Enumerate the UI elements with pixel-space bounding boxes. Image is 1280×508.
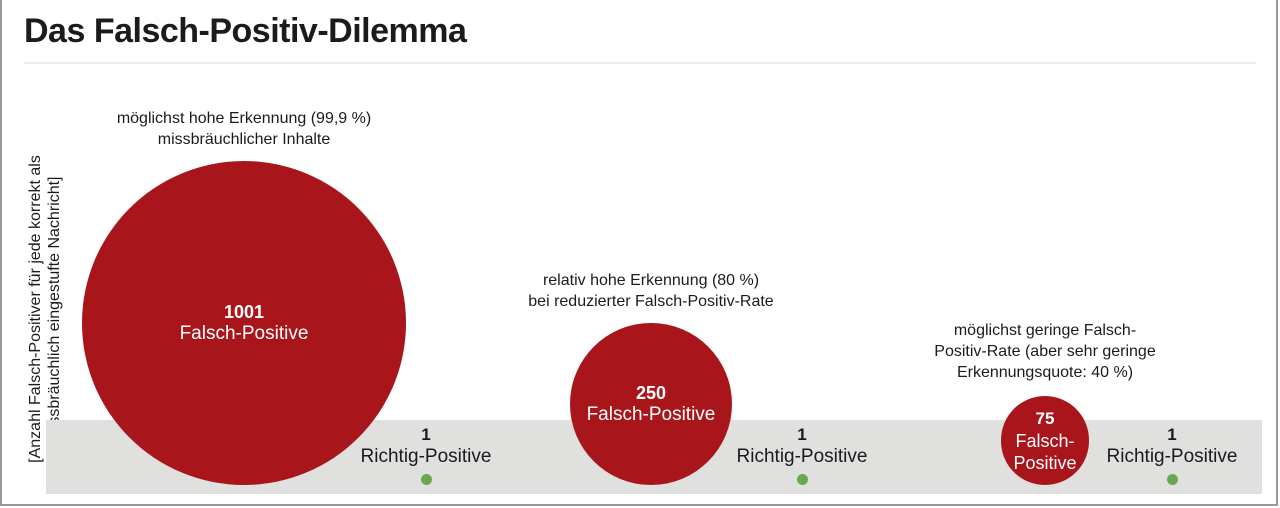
annotation-line: möglichst hohe Erkennung (99,9 %) <box>116 110 372 127</box>
true-positive-dot <box>1167 474 1178 485</box>
false-positive-value: 75 <box>1035 408 1055 428</box>
true-positive-text: Richtig-Positive <box>360 446 492 467</box>
false-positive-bubble: 75 Falsch- Positive <box>1000 396 1090 485</box>
true-positive-text: Richtig-Positive <box>1106 446 1238 467</box>
true-positive-dot <box>421 474 432 485</box>
bubble-annotation: möglichst geringe Falsch- Positiv-Rate (a… <box>895 320 1195 383</box>
true-positive-label: 1 Richtig-Positive <box>346 424 506 468</box>
false-positive-value: 250 <box>635 383 666 404</box>
true-positive-label: 1 Richtig-Positive <box>722 424 882 468</box>
true-positive-value: 1 <box>797 425 807 444</box>
annotation-line: möglichst geringe Falsch- <box>953 322 1137 339</box>
annotation-line: missbräuchlicher Inhalte <box>157 131 331 148</box>
false-positive-label: Falsch-Positive <box>586 404 716 426</box>
false-positive-label: Falsch- <box>1015 430 1075 451</box>
true-positive-text: Richtig-Positive <box>736 446 868 467</box>
chart-title: Das Falsch-Positiv-Dilemma <box>24 12 467 50</box>
false-positive-label: Positive <box>1013 452 1077 473</box>
true-positive-value: 1 <box>421 425 431 444</box>
false-positive-value: 1001 <box>223 302 265 322</box>
bubble-annotation: relativ hohe Erkennung (80 %) bei reduzie… <box>471 270 831 312</box>
true-positive-dot <box>797 474 808 485</box>
bubble-annotation: möglichst hohe Erkennung (99,9 %) missbrä… <box>64 108 424 150</box>
title-divider <box>24 62 1256 64</box>
annotation-line: bei reduzierter Falsch-Positiv-Rate <box>528 293 774 310</box>
false-positive-label: Falsch-Positive <box>179 323 309 344</box>
false-positive-bubble: 1001 Falsch-Positive <box>82 161 406 485</box>
true-positive-label: 1 Richtig-Positive <box>1092 424 1252 468</box>
true-positive-value: 1 <box>1167 425 1177 444</box>
false-positive-bubble: 250 Falsch-Positive <box>570 323 732 485</box>
annotation-line: relativ hohe Erkennung (80 %) <box>542 272 760 289</box>
annotation-line: Erkennungsquote: 40 %) <box>956 364 1134 381</box>
annotation-line: Positiv-Rate (aber sehr geringe <box>934 343 1156 360</box>
